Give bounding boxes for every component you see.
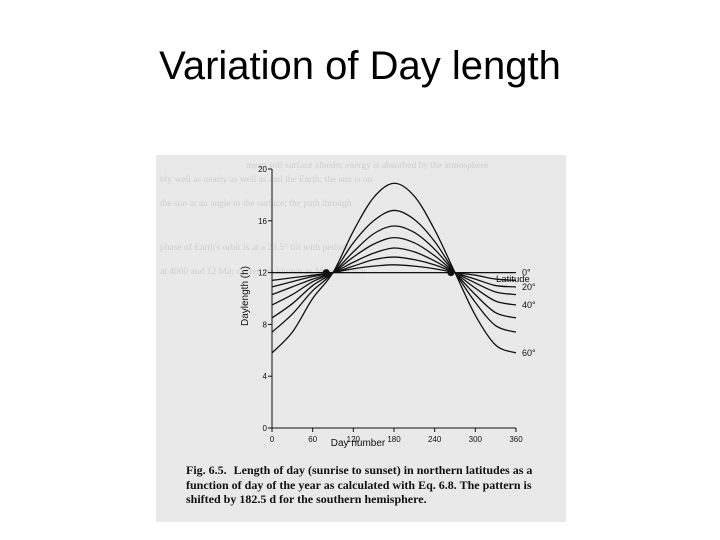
x-tick-label: 60 xyxy=(308,435,317,444)
series-line-1 xyxy=(271,264,517,282)
legend-label: 40° xyxy=(522,300,536,310)
legend-label: 60° xyxy=(522,348,536,358)
x-axis-label: Day number xyxy=(331,438,386,449)
series-line-5 xyxy=(271,225,517,319)
series-line-2 xyxy=(271,256,517,288)
series-line-6 xyxy=(271,209,517,333)
legend-label: 20° xyxy=(522,282,536,292)
x-tick-label: 360 xyxy=(509,435,523,444)
x-tick-label: 0 xyxy=(270,435,275,444)
equinox-marker xyxy=(322,269,330,277)
y-tick-label: 12 xyxy=(258,269,267,278)
series-line-4 xyxy=(271,236,517,306)
y-tick-label: 8 xyxy=(263,320,268,329)
x-tick-label: 240 xyxy=(428,435,442,444)
caption-text: Length of day (sunrise to sunset) in nor… xyxy=(186,463,533,506)
scanned-figure: mean soil surface albedo; energy is abso… xyxy=(156,155,566,522)
y-tick-label: 16 xyxy=(258,217,267,226)
x-tick-label: 300 xyxy=(469,435,483,444)
figure-caption: Fig. 6.5. Length of day (sunrise to suns… xyxy=(186,463,561,507)
caption-number: Fig. 6.5. xyxy=(186,463,227,477)
series-line-3 xyxy=(271,247,517,296)
legend-title: Latitude xyxy=(496,274,530,285)
y-tick-label: 4 xyxy=(263,372,268,381)
x-tick-label: 180 xyxy=(387,435,401,444)
series-line-7 xyxy=(271,182,517,354)
slide-title: Variation of Day length xyxy=(159,44,561,88)
y-axis-label: Daylength (h) xyxy=(240,266,251,326)
daylength-chart: 0 60 120 180 240 300 360 0 4 8 12 16 20 Day number D… xyxy=(240,165,536,449)
equinox-marker xyxy=(447,269,455,277)
y-tick-label: 0 xyxy=(263,424,268,433)
x-tick-label: 120 xyxy=(347,435,361,444)
y-tick-label: 20 xyxy=(258,165,267,174)
legend-label: 0° xyxy=(522,268,531,278)
